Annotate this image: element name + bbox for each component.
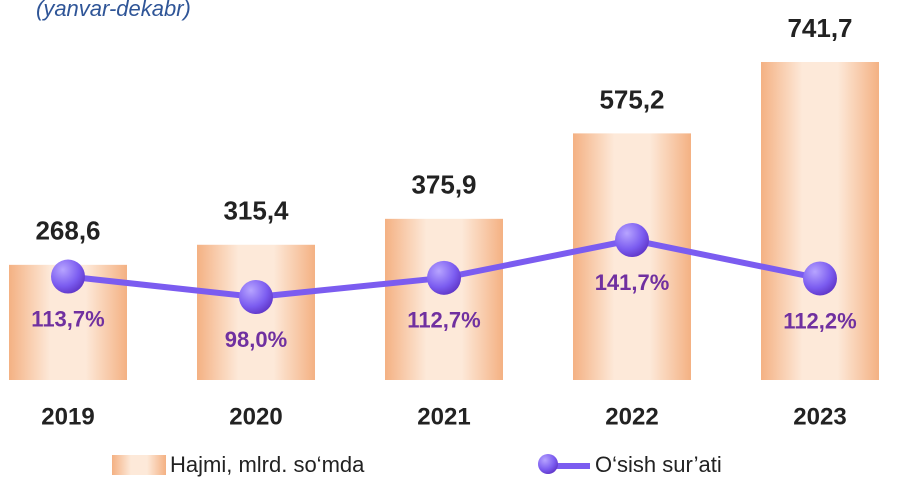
x-tick-label: 2019 [41, 403, 94, 430]
legend-swatch [538, 454, 558, 474]
growth-label: 141,7% [595, 270, 670, 295]
legend-label: O‘sish sur’ati [595, 452, 722, 477]
growth-marker [803, 261, 837, 296]
x-tick-label: 2020 [229, 403, 282, 430]
bar [761, 62, 879, 380]
x-tick-label: 2022 [605, 403, 658, 430]
x-tick-label: 2021 [417, 403, 470, 430]
growth-label: 98,0% [225, 327, 287, 352]
subtitle: (yanvar-dekabr) [36, 0, 191, 21]
legend-swatch [112, 455, 166, 475]
legend-label: Hajmi, mlrd. so‘mda [170, 452, 365, 477]
growth-marker [427, 260, 461, 295]
growth-label: 112,2% [783, 308, 856, 333]
growth-marker [615, 223, 649, 257]
bar-value-label: 575,2 [599, 84, 664, 114]
x-tick-label: 2023 [793, 403, 846, 430]
growth-marker [239, 280, 273, 314]
bar-value-label: 268,6 [35, 216, 100, 246]
growth-label: 113,7% [31, 306, 104, 331]
bar-value-label: 315,4 [223, 196, 289, 226]
bar-value-label: 741,7 [787, 13, 852, 43]
growth-marker [51, 259, 85, 294]
bar-value-label: 375,9 [411, 170, 476, 200]
bar [385, 218, 503, 380]
growth-label: 112,7% [407, 308, 480, 333]
